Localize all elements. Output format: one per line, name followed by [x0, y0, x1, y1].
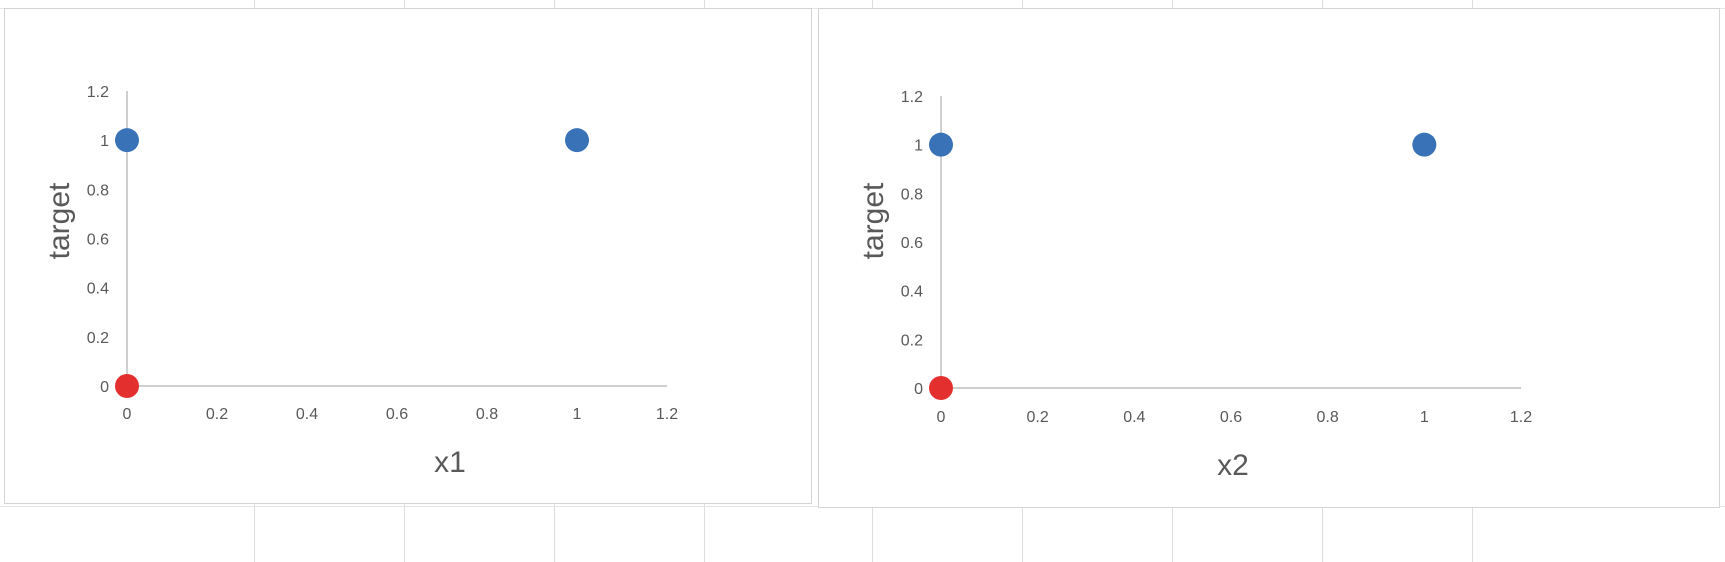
y-axis-title: target	[43, 182, 76, 259]
x-tick-label: 0	[123, 406, 132, 423]
y-tick-label: 0.2	[87, 330, 109, 347]
y-tick-label: 1	[100, 133, 109, 150]
y-tick-label: 0.6	[901, 235, 923, 252]
chart-plot-area: 0 0.2 0.4 0.6 0.8 1 1.2 0 0.2 0.4 0.6 0.8 1 1.2 x1 targ…	[43, 84, 678, 479]
data-point	[929, 376, 953, 400]
x-tick-label: 1.2	[656, 406, 678, 423]
x-tick-label: 0	[937, 409, 946, 426]
x-tick-label: 1	[1420, 409, 1429, 426]
data-point	[1412, 132, 1437, 157]
x-tick-label: 1.2	[1510, 409, 1532, 426]
x-axis-title: x2	[1217, 449, 1249, 482]
x-tick-label: 0.2	[206, 406, 228, 423]
y-tick-label: 0.6	[87, 232, 109, 249]
chart-plot-area: 0 0.2 0.4 0.6 0.8 1 1.2 0 0.2 0.4 0.6 0.8 1 1.2 x2 targ…	[857, 89, 1532, 482]
data-point	[929, 132, 953, 157]
x-tick-label: 0.6	[1220, 409, 1242, 426]
y-tick-label: 0	[914, 381, 923, 398]
y-tick-label: 1.2	[87, 84, 109, 101]
x-tick-label: 1	[573, 406, 582, 423]
x-axis-title: x1	[434, 446, 466, 479]
x-tick-label: 0.2	[1027, 409, 1049, 426]
y-tick-label: 0.2	[901, 332, 923, 349]
x-tick-label: 0.8	[1317, 409, 1339, 426]
data-point	[565, 128, 589, 153]
x-tick-label: 0.8	[476, 406, 498, 423]
y-tick-label: 0.8	[87, 182, 109, 199]
y-tick-label: 0.8	[901, 186, 923, 203]
x-tick-label: 0.6	[386, 406, 408, 423]
data-point	[115, 128, 139, 153]
y-tick-label: 0.4	[901, 284, 923, 301]
y-tick-label: 1	[914, 138, 923, 155]
y-tick-label: 1.2	[901, 89, 923, 106]
x-tick-label: 0.4	[1123, 409, 1145, 426]
y-tick-label: 0.4	[87, 281, 109, 298]
y-axis-title: target	[857, 182, 890, 259]
scatter-chart-x2[interactable]: 0 0.2 0.4 0.6 0.8 1 1.2 0 0.2 0.4 0.6 0.8 1 1.2 x2 targ…	[818, 8, 1720, 508]
scatter-chart-x1[interactable]: 0 0.2 0.4 0.6 0.8 1 1.2 0 0.2 0.4 0.6 0.8 1 1.2 x1 targ…	[4, 8, 812, 504]
data-point	[115, 374, 139, 398]
y-tick-label: 0	[100, 379, 109, 396]
x-tick-label: 0.4	[296, 406, 318, 423]
